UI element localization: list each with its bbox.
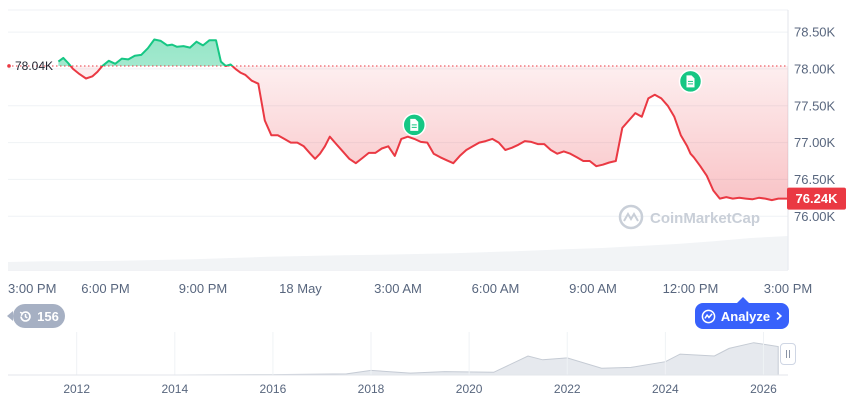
watermark-text: CoinMarketCap bbox=[650, 210, 760, 227]
area-above-reference bbox=[58, 39, 233, 66]
last-price-badge: 76.24K bbox=[787, 187, 846, 210]
analyze-button[interactable]: Analyze bbox=[695, 297, 789, 329]
last-price-badge-bg bbox=[787, 187, 846, 210]
y-tick-label: 78.00K bbox=[794, 61, 836, 76]
history-count-label: 156 bbox=[37, 308, 59, 324]
history-clock-icon bbox=[19, 310, 31, 322]
area-below-reference bbox=[58, 65, 788, 201]
navigator-year-label: 2012 bbox=[63, 382, 90, 396]
reference-dot bbox=[7, 64, 11, 68]
event-markers[interactable] bbox=[402, 69, 703, 137]
x-tick-label: 3:00 PM bbox=[8, 281, 56, 296]
y-tick-label: 76.00K bbox=[794, 209, 836, 224]
navigator-year-label: 2018 bbox=[358, 382, 385, 396]
analyze-icon bbox=[701, 309, 716, 323]
y-tick-label: 76.50K bbox=[794, 172, 836, 187]
news-marker[interactable] bbox=[678, 69, 703, 94]
x-tick-label: 3:00 PM bbox=[764, 281, 812, 296]
navigator-year-labels: 2012 2014 2016 2018 2020 2022 2024 2026 bbox=[63, 332, 777, 396]
watermark: CoinMarketCap bbox=[618, 204, 760, 230]
navigator-year-label: 2024 bbox=[652, 382, 679, 396]
navigator-year-label: 2026 bbox=[750, 382, 777, 396]
analyze-button-label: Analyze bbox=[720, 308, 771, 324]
y-axis-labels: 78.50K 78.00K 77.50K 77.00K 76.50K 76.00K bbox=[794, 25, 836, 224]
history-count-pill[interactable]: 156 bbox=[7, 304, 65, 328]
x-tick-label: 18 May bbox=[279, 281, 322, 296]
coinmarketcap-logo-mark bbox=[623, 212, 639, 222]
y-tick-label: 77.50K bbox=[794, 98, 836, 113]
navigator[interactable]: 2012 2014 2016 2018 2020 2022 2024 2026 bbox=[8, 332, 788, 396]
volume-bars bbox=[7, 230, 788, 270]
x-tick-label: 6:00 PM bbox=[81, 281, 129, 296]
news-marker[interactable] bbox=[402, 113, 426, 137]
x-axis-labels: 3:00 PM 6:00 PM 9:00 PM 18 May 3:00 AM 6:00 A… bbox=[8, 281, 812, 296]
navigator-area bbox=[8, 342, 779, 376]
coinmarketcap-logo-icon bbox=[618, 204, 644, 230]
x-tick-label: 6:00 AM bbox=[472, 281, 520, 296]
last-price-label: 76.24K bbox=[796, 191, 839, 206]
x-tick-label: 12:00 PM bbox=[663, 281, 719, 296]
x-tick-label: 3:00 AM bbox=[374, 281, 422, 296]
chevron-right-icon bbox=[776, 311, 783, 321]
navigator-year-label: 2016 bbox=[260, 382, 287, 396]
navigator-year-label: 2020 bbox=[456, 382, 483, 396]
y-tick-label: 78.50K bbox=[794, 25, 836, 40]
navigator-year-label: 2014 bbox=[161, 382, 188, 396]
x-tick-label: 9:00 PM bbox=[179, 281, 227, 296]
navigator-handle[interactable] bbox=[780, 343, 796, 365]
reference-label: 78.04K bbox=[7, 59, 53, 73]
y-tick-label: 77.00K bbox=[794, 135, 836, 150]
price-line-below bbox=[69, 65, 788, 202]
x-tick-label: 9:00 AM bbox=[569, 281, 617, 296]
price-line-above bbox=[57, 38, 234, 66]
navigator-year-label: 2022 bbox=[554, 382, 581, 396]
volume-area bbox=[8, 236, 788, 270]
reference-value-label: 78.04K bbox=[15, 59, 53, 73]
